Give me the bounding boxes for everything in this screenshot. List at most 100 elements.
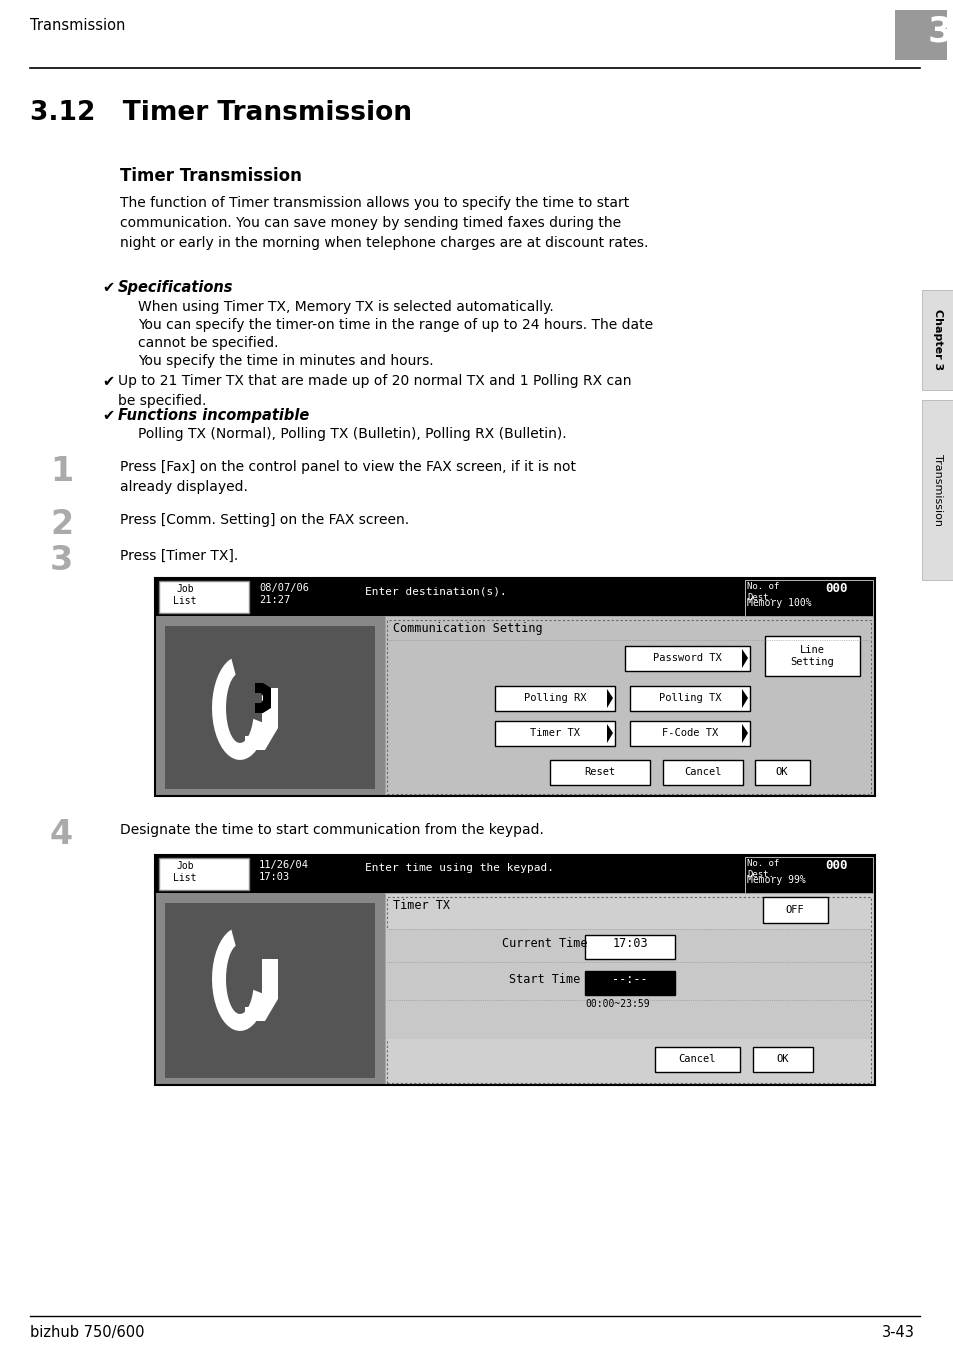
Text: Up to 21 Timer TX that are made up of 20 normal TX and 1 Polling RX can
be speci: Up to 21 Timer TX that are made up of 20… [118,375,631,408]
Text: When using Timer TX, Memory TX is selected automatically.: When using Timer TX, Memory TX is select… [138,300,553,314]
Bar [629,685,749,711]
Bar [385,894,874,1086]
Text: F-Code TX: F-Code TX [661,727,718,738]
Text: OFF: OFF [785,904,803,915]
Text: ✔: ✔ [102,280,114,295]
Text: 3: 3 [50,544,73,577]
Text: Press [Comm. Setting] on the FAX screen.: Press [Comm. Setting] on the FAX screen. [120,512,409,527]
Polygon shape [245,959,277,1021]
Bar [894,9,946,59]
Text: Job
List: Job List [173,861,196,883]
Bar [550,760,649,786]
Bar [385,617,874,796]
Bar [154,579,874,617]
Text: Timer TX: Timer TX [530,727,579,738]
Bar [655,1046,740,1072]
Text: bizhub 750/600: bizhub 750/600 [30,1325,144,1340]
Text: Current Time: Current Time [501,937,587,950]
Polygon shape [254,683,271,713]
Bar [159,859,249,890]
Bar [154,894,385,1086]
Polygon shape [606,690,613,708]
Bar [154,854,874,894]
Bar [662,760,742,786]
Bar [154,617,385,796]
Polygon shape [212,930,266,1032]
Bar [744,580,872,617]
Text: 2: 2 [50,508,73,541]
Bar [754,760,809,786]
Text: 3: 3 [926,14,951,49]
Polygon shape [741,690,747,708]
Polygon shape [245,688,277,750]
Text: 3-43: 3-43 [882,1325,914,1340]
Bar [584,971,675,995]
Bar [495,721,615,746]
Bar [921,289,953,389]
Text: No. of
Dest.: No. of Dest. [746,859,779,879]
Text: ✔: ✔ [102,375,114,389]
Text: Line
Setting: Line Setting [789,645,833,667]
Text: The function of Timer transmission allows you to specify the time to start
commu: The function of Timer transmission allow… [120,196,648,250]
Text: Press [Timer TX].: Press [Timer TX]. [120,549,238,562]
Bar [764,635,859,676]
Text: 1: 1 [50,456,73,488]
Text: Polling RX: Polling RX [523,694,586,703]
Text: Job
List: Job List [173,584,196,606]
Text: You can specify the timer-on time in the range of up to 24 hours. The date: You can specify the timer-on time in the… [138,318,653,333]
Text: 11/26/04: 11/26/04 [258,860,309,869]
Text: Functions incompatible: Functions incompatible [118,408,309,423]
Polygon shape [741,725,747,744]
Text: Timer TX: Timer TX [393,899,450,913]
Polygon shape [212,658,266,760]
Text: Polling TX: Polling TX [659,694,720,703]
Bar [629,721,749,746]
Text: Designate the time to start communication from the keypad.: Designate the time to start communicatio… [120,823,543,837]
Bar [624,646,749,671]
Text: Cancel: Cancel [678,1055,715,1064]
Text: Communication Setting: Communication Setting [393,622,542,635]
Text: You specify the time in minutes and hours.: You specify the time in minutes and hour… [138,354,434,368]
Text: Reset: Reset [584,767,615,777]
Text: Enter time using the keypad.: Enter time using the keypad. [365,863,554,873]
Text: Enter destination(s).: Enter destination(s). [365,585,506,596]
Text: Transmission: Transmission [30,18,125,32]
Text: Specifications: Specifications [118,280,233,295]
Text: 000: 000 [824,859,846,872]
Bar [584,936,675,959]
Text: Polling TX (Normal), Polling TX (Bulletin), Polling RX (Bulletin).: Polling TX (Normal), Polling TX (Bulleti… [138,427,566,441]
Polygon shape [741,649,747,668]
Text: Chapter 3: Chapter 3 [932,310,942,370]
Text: ✔: ✔ [102,408,114,423]
Text: Press [Fax] on the control panel to view the FAX screen, if it is not
already di: Press [Fax] on the control panel to view… [120,460,576,493]
Text: 4: 4 [50,818,73,850]
Text: 17:03: 17:03 [258,872,290,882]
Bar [921,400,953,580]
Text: 3.12   Timer Transmission: 3.12 Timer Transmission [30,100,412,126]
Text: Password TX: Password TX [652,653,720,662]
Bar [762,896,827,923]
Bar [154,854,874,1086]
Text: 00:00~23:59: 00:00~23:59 [584,999,649,1009]
Text: 08/07/06: 08/07/06 [258,583,309,594]
Bar [387,896,870,1083]
Bar [165,626,375,790]
Text: 000: 000 [824,581,846,595]
Bar [744,857,872,894]
Bar [387,929,870,1038]
Bar [154,579,874,796]
Text: --:--: --:-- [612,973,647,986]
Bar [495,685,615,711]
Text: Memory 100%: Memory 100% [746,598,811,608]
Text: No. of
Dest.: No. of Dest. [746,581,779,602]
Text: 17:03: 17:03 [612,937,647,950]
Bar [159,581,249,612]
Bar [165,903,375,1078]
Text: Transmission: Transmission [932,454,942,526]
Text: cannot be specified.: cannot be specified. [138,337,278,350]
Text: OK: OK [775,767,787,777]
Bar [387,621,870,794]
Text: Memory 99%: Memory 99% [746,875,805,886]
Text: 21:27: 21:27 [258,595,290,604]
Text: Timer Transmission: Timer Transmission [120,168,301,185]
